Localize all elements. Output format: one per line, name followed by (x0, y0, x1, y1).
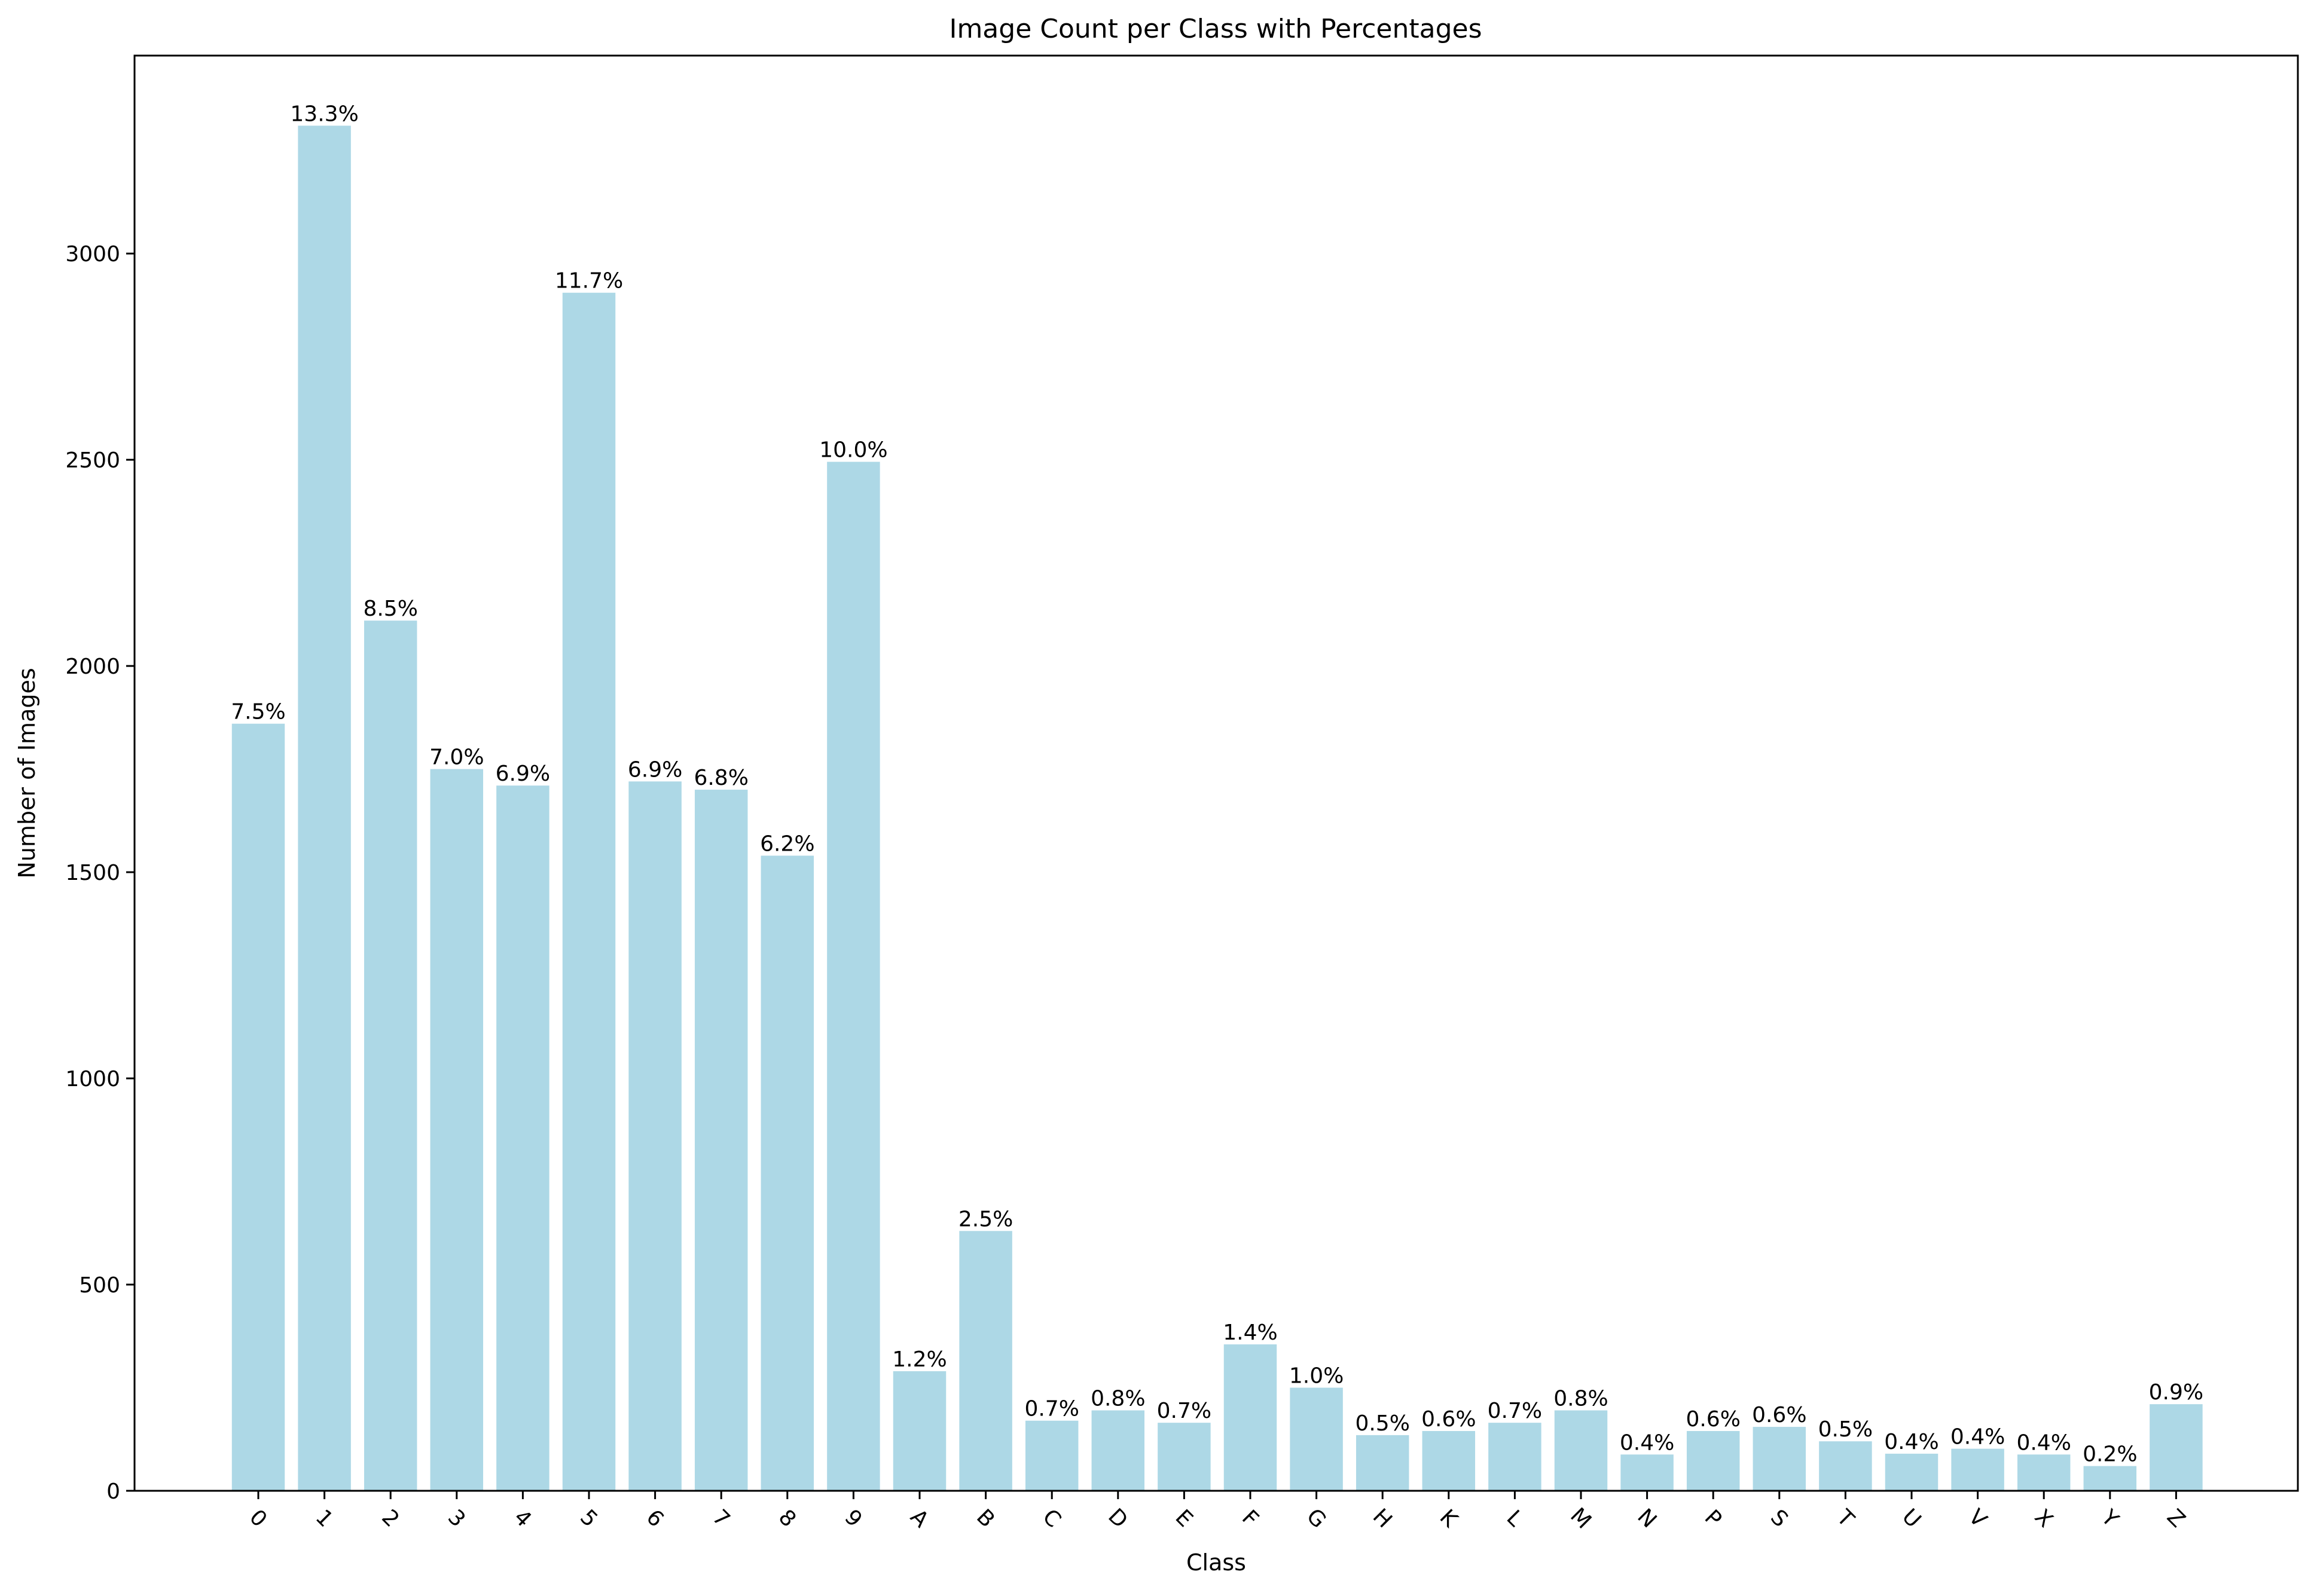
bar-6 (628, 781, 682, 1491)
y-tick-label: 500 (79, 1273, 120, 1298)
plot-frame (133, 54, 2299, 1492)
bar-0 (231, 723, 285, 1491)
bar-label-Y: 0.2% (2083, 1442, 2137, 1467)
bar-label-N: 0.4% (1620, 1430, 1674, 1455)
bar-label-S: 0.6% (1752, 1403, 1806, 1427)
bar-label-V: 0.4% (1950, 1425, 2005, 1450)
bar-U (1885, 1453, 1938, 1491)
bar-N (1620, 1454, 1674, 1491)
bar-E (1158, 1423, 1211, 1491)
bar-V (1951, 1448, 2004, 1491)
bar-label-P: 0.6% (1686, 1407, 1740, 1432)
y-tick-label: 2000 (65, 655, 120, 679)
y-tick-label: 2500 (65, 448, 120, 473)
bar-A (893, 1371, 947, 1491)
bar-F (1223, 1344, 1277, 1491)
bar-label-C: 0.7% (1024, 1397, 1079, 1421)
bar-label-F: 1.4% (1223, 1320, 1277, 1345)
bar-B (959, 1231, 1012, 1491)
bar-label-U: 0.4% (1884, 1430, 1938, 1454)
bar-S (1753, 1427, 1806, 1491)
bar-label-2: 8.5% (363, 597, 417, 621)
bar-label-X: 0.4% (2016, 1430, 2071, 1455)
bar-K (1422, 1430, 1476, 1491)
bar-7 (694, 790, 748, 1491)
bar-Z (2150, 1404, 2203, 1491)
bar-D (1091, 1410, 1145, 1491)
bar-8 (761, 855, 814, 1491)
bar-label-L: 0.7% (1488, 1399, 1542, 1423)
bar-label-6: 6.9% (628, 757, 682, 782)
bar-label-D: 0.8% (1091, 1386, 1145, 1411)
bar-label-0: 7.5% (231, 700, 285, 724)
bar-label-M: 0.8% (1553, 1386, 1608, 1411)
bar-T (1819, 1441, 1872, 1491)
y-tick-label: 1000 (65, 1067, 120, 1091)
bar-G (1290, 1387, 1343, 1491)
bar-M (1554, 1410, 1608, 1491)
bar-label-B: 2.5% (958, 1207, 1013, 1231)
bar-label-9: 10.0% (819, 438, 887, 463)
bar-Y (2083, 1466, 2137, 1491)
bar-label-7: 6.8% (694, 766, 748, 790)
y-tick-label: 0 (106, 1479, 120, 1504)
y-axis-label: Number of Images (14, 668, 40, 878)
bars-group (231, 126, 2203, 1491)
bar-label-T: 0.5% (1818, 1417, 1873, 1442)
bar-5 (562, 292, 616, 1491)
bar-label-4: 6.9% (496, 762, 550, 786)
bar-label-8: 6.2% (760, 831, 814, 856)
bar-label-3: 7.0% (429, 745, 484, 770)
bar-labels-group: 7.5% 13.3% 8.5% 7.0% 6.9% 11.7% 6.9% 6.8% 6.2% 10… (231, 102, 2203, 1466)
bar-9 (827, 461, 880, 1491)
y-tick-label: 1500 (65, 861, 120, 885)
bar-label-Z: 0.9% (2149, 1380, 2203, 1405)
bar-3 (430, 769, 484, 1491)
bar-label-A: 1.2% (892, 1347, 947, 1372)
bar-C (1025, 1420, 1079, 1491)
bar-L (1488, 1423, 1541, 1491)
bar-4 (496, 785, 550, 1491)
x-axis-label: Class (1186, 1549, 1246, 1576)
bar-X (2017, 1454, 2071, 1491)
bar-label-5: 11.7% (555, 269, 623, 293)
bar-label-1: 13.3% (290, 102, 358, 126)
bar-1 (298, 126, 351, 1491)
bar-label-E: 0.7% (1157, 1399, 1211, 1423)
bar-P (1686, 1430, 1740, 1491)
bar-label-H: 0.5% (1355, 1411, 1409, 1436)
bar-label-G: 1.0% (1289, 1364, 1344, 1389)
bar-2 (364, 620, 417, 1491)
chart-title: Image Count per Class with Percentages (949, 14, 1482, 44)
y-tick-label: 3000 (65, 242, 120, 267)
bar-label-K: 0.6% (1421, 1407, 1476, 1432)
bar-H (1356, 1435, 1409, 1491)
y-axis: 0 500 1000 1500 2000 2500 3000 (65, 242, 135, 1504)
